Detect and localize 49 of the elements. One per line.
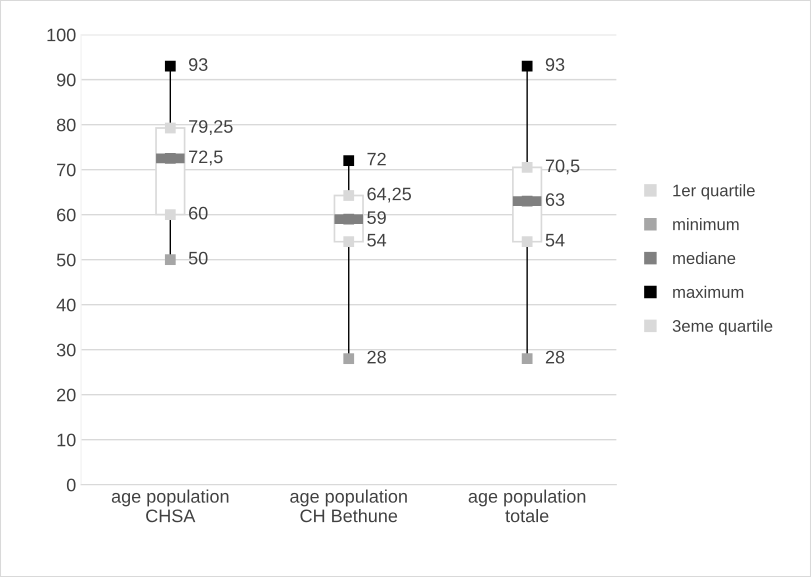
point [343, 155, 354, 166]
point [343, 190, 354, 201]
data-label: 63 [546, 193, 564, 206]
data-label: 28 [546, 350, 564, 364]
data-label: 50 [188, 252, 208, 264]
y-tick-label: 30 [56, 344, 76, 356]
legend-label: 1er quartile [673, 184, 755, 200]
y-tick-label: 50 [56, 254, 76, 266]
point [164, 153, 176, 164]
point [343, 214, 354, 225]
y-tick-label: 40 [56, 298, 76, 312]
data-label: 54 [546, 234, 565, 246]
y-tick-label: 20 [57, 388, 76, 402]
x-tick-label: age population CH Bethune [290, 490, 407, 522]
data-label: 64,25 [367, 188, 411, 202]
legend-label: 3eme quartile [672, 320, 772, 336]
x-tick-label: age population totale [468, 490, 586, 522]
y-tick-label: 60 [57, 208, 76, 222]
y-tick-label: 90 [57, 74, 76, 86]
point [164, 60, 176, 72]
point [522, 162, 533, 173]
y-tick-label: 100 [47, 28, 76, 42]
data-label: 59 [367, 211, 386, 224]
point [343, 353, 354, 364]
data-label: 93 [546, 58, 564, 71]
legend-label: maximum [673, 286, 744, 298]
point [522, 353, 533, 364]
legend-label: minimum [673, 218, 739, 230]
point [522, 196, 533, 207]
legend-label: mediane [673, 252, 736, 264]
data-label: 60 [189, 206, 208, 220]
data-label: 54 [367, 234, 386, 246]
point [164, 122, 176, 134]
y-tick-label: 80 [56, 118, 76, 132]
point [164, 209, 176, 220]
y-tick-label: 70 [57, 164, 76, 176]
data-label: 72 [367, 152, 386, 166]
point [164, 254, 176, 266]
point [343, 236, 354, 248]
data-label: 93 [189, 58, 208, 71]
point [522, 60, 533, 72]
y-tick-label: 0 [66, 478, 76, 492]
data-label: 28 [367, 350, 386, 364]
data-label: 70,5 [546, 159, 580, 174]
point [522, 236, 533, 248]
data-label: 72,5 [189, 150, 223, 166]
x-tick-label: age population CHSA [112, 490, 228, 522]
y-tick-label: 10 [58, 434, 76, 446]
data-label: 79,25 [189, 120, 233, 135]
